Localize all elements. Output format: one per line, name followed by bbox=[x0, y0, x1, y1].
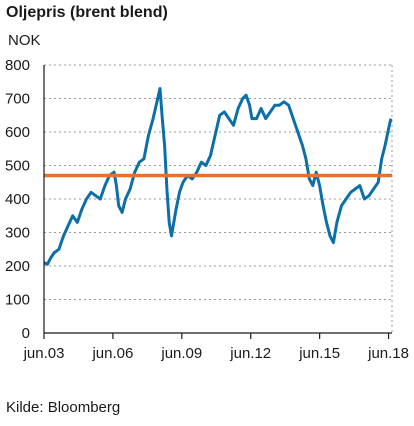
y-tick-label: 200 bbox=[5, 258, 30, 275]
y-axis-unit-label: NOK bbox=[8, 32, 41, 49]
y-tick-label: 300 bbox=[5, 225, 30, 242]
x-tick-label: jun.15 bbox=[298, 345, 340, 362]
source-note: Kilde: Bloomberg bbox=[6, 399, 121, 416]
y-tick-label: 100 bbox=[5, 292, 30, 309]
y-tick-label: 600 bbox=[5, 124, 30, 141]
x-tick-label: jun.06 bbox=[91, 345, 133, 362]
y-tick-label: 800 bbox=[5, 57, 30, 74]
x-tick-label: jun.12 bbox=[229, 345, 271, 362]
series-layer bbox=[43, 87, 393, 266]
y-tick-label: 500 bbox=[5, 158, 30, 175]
axis-layer: 0 100 200 300 400 500 600 700 800 jun.03 jun.06 jun… bbox=[5, 57, 409, 362]
x-tick-label: jun.18 bbox=[367, 345, 409, 362]
oil-price-series-line bbox=[43, 87, 393, 266]
x-tick-label: jun.03 bbox=[23, 345, 65, 362]
chart-title: Oljepris (brent blend) bbox=[6, 4, 168, 21]
y-tick-label: 400 bbox=[5, 191, 30, 208]
x-tick-label: jun.09 bbox=[160, 345, 202, 362]
y-tick-label: 700 bbox=[5, 91, 30, 108]
y-tick-label: 0 bbox=[22, 325, 30, 342]
grid-layer bbox=[44, 64, 393, 333]
